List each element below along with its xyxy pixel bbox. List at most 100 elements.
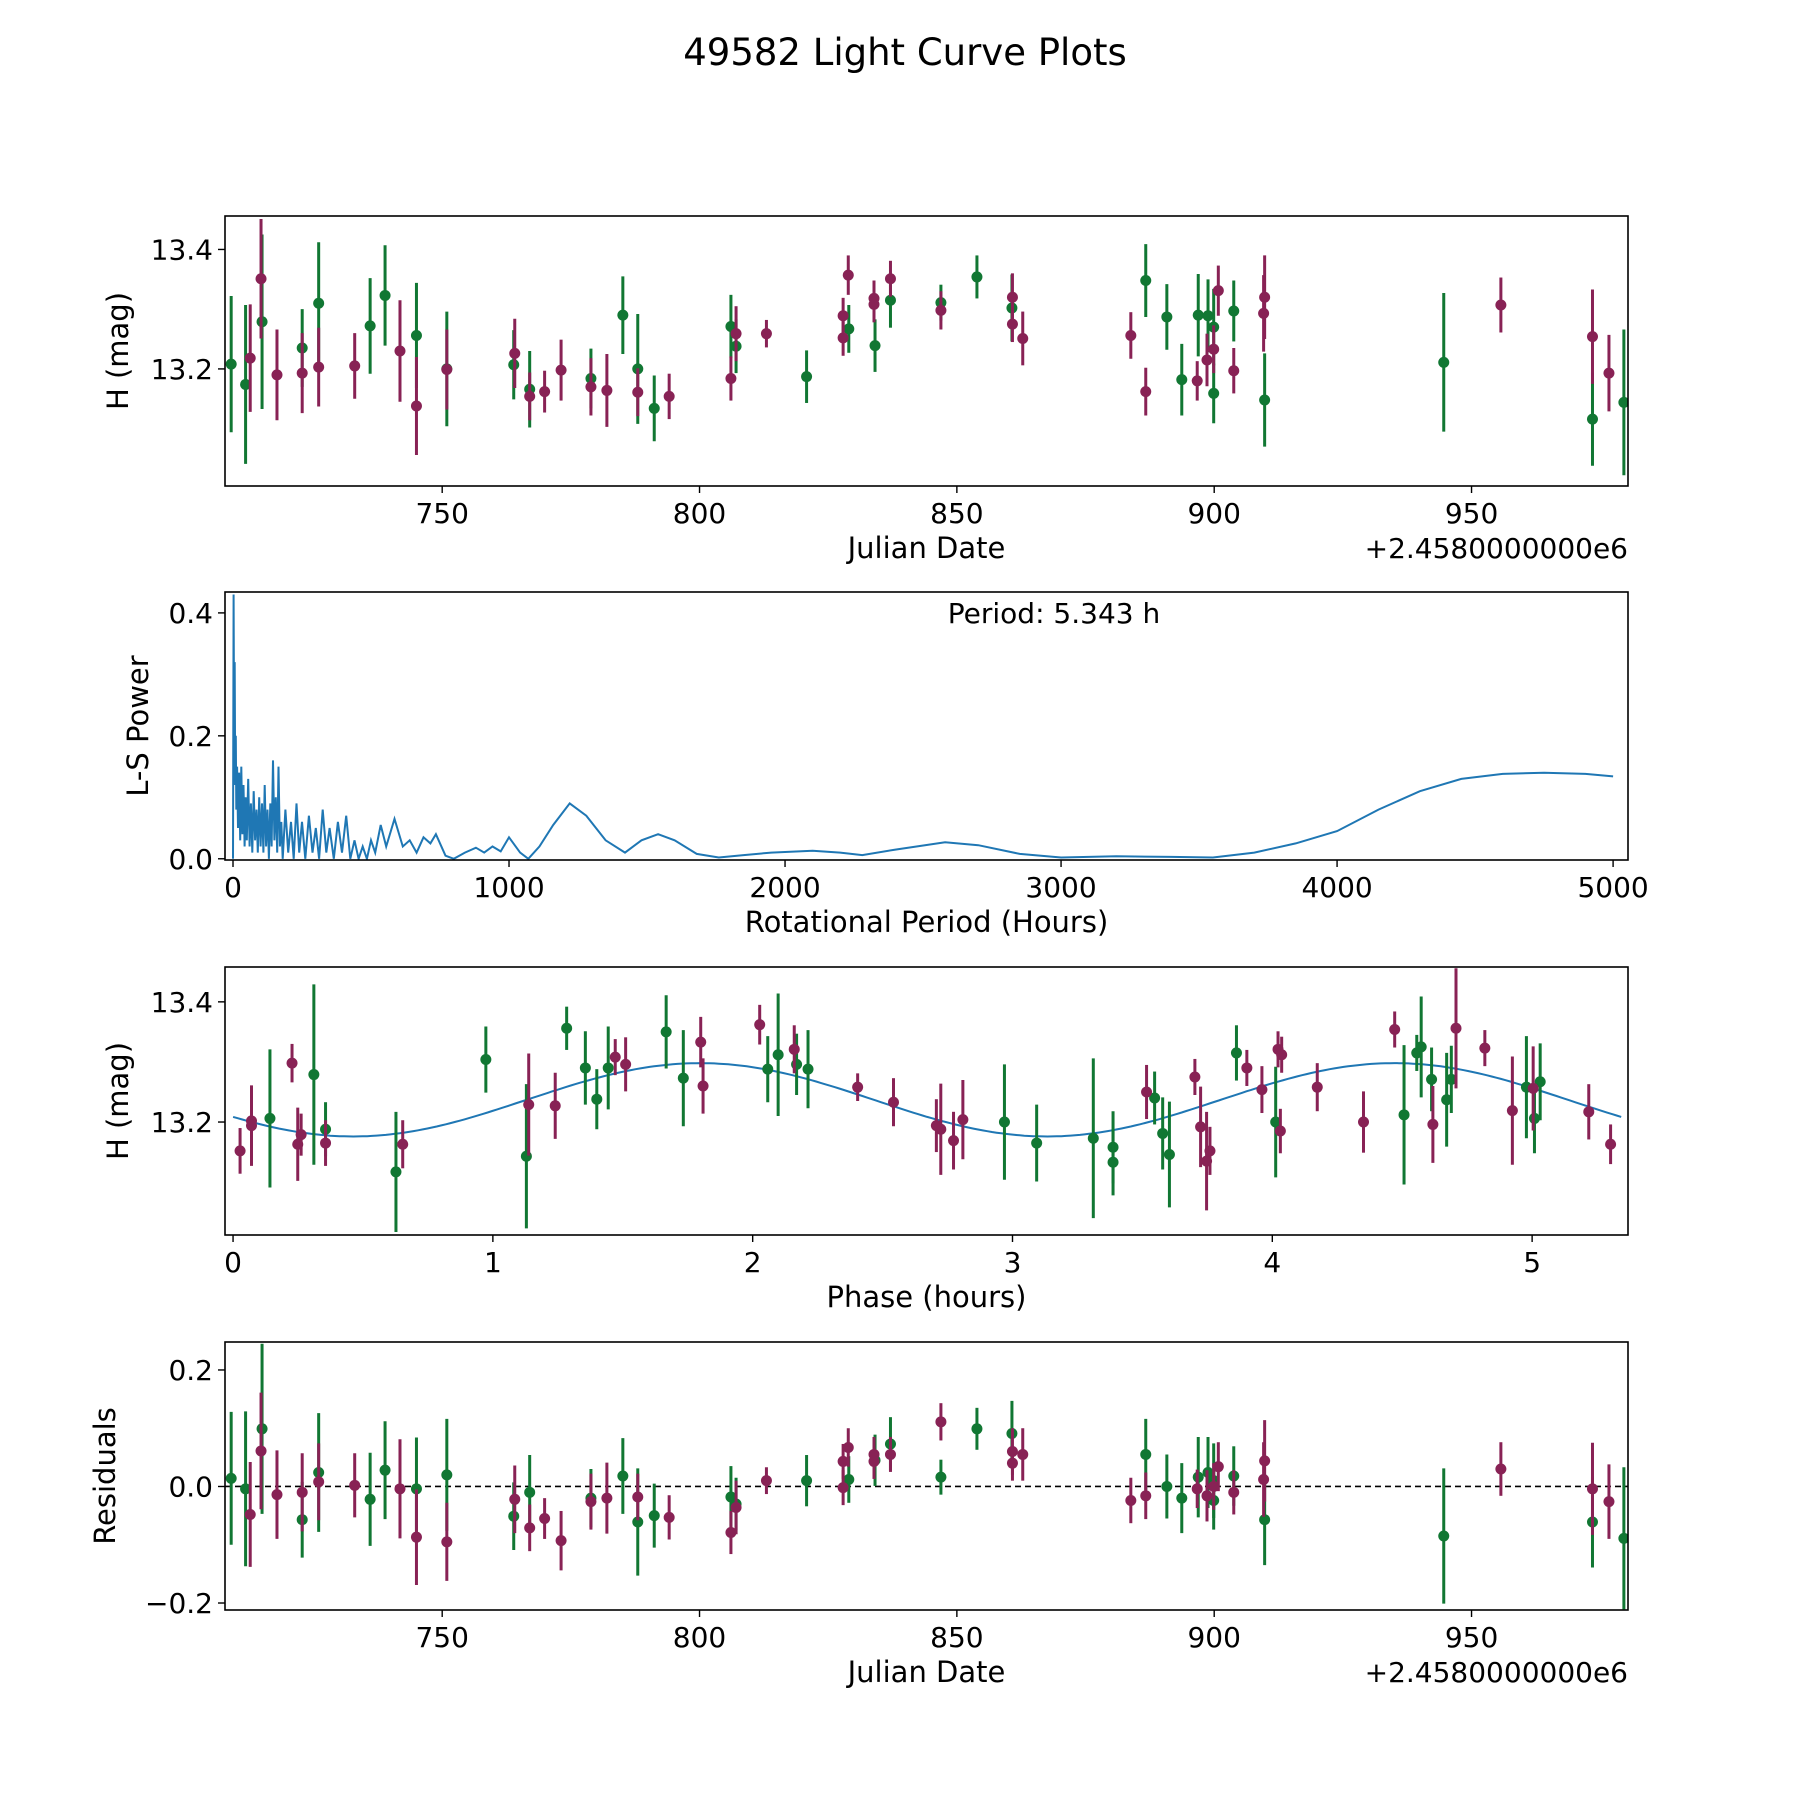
data-marker [255, 273, 267, 285]
magenta-data-point [868, 1443, 880, 1479]
data-marker [971, 271, 983, 283]
data-marker [509, 1493, 521, 1505]
y-tick-label: 13.2 [151, 353, 213, 386]
data-marker [837, 310, 849, 322]
data-marker [549, 1100, 561, 1112]
magenta-data-point [760, 319, 772, 348]
magenta-data-point [555, 1510, 567, 1571]
data-marker [225, 1472, 237, 1484]
figure-title: 49582 Light Curve Plots [683, 31, 1127, 74]
magenta-data-point [1228, 1470, 1240, 1515]
data-marker [524, 1486, 536, 1498]
data-marker [754, 1019, 766, 1031]
green-data-point [1031, 1104, 1043, 1182]
data-marker [884, 273, 896, 285]
green-data-point [1230, 1025, 1242, 1081]
green-data-point [1259, 353, 1271, 447]
data-marker [801, 1475, 813, 1487]
magenta-data-point [1191, 1469, 1203, 1509]
green-data-point [579, 1031, 591, 1105]
data-marker [1017, 332, 1029, 344]
magenta-data-point [837, 319, 849, 356]
x-tick-label: 0 [224, 1246, 242, 1279]
data-marker [561, 1022, 573, 1034]
data-marker [1201, 1490, 1213, 1502]
green-data-point [1161, 1454, 1173, 1519]
magenta-data-point [1201, 333, 1213, 387]
data-marker [1141, 1086, 1153, 1098]
green-data-point [1208, 363, 1220, 424]
data-marker [234, 1145, 246, 1157]
magenta-data-point [555, 339, 567, 401]
data-marker [539, 386, 551, 398]
magenta-data-point [1204, 1126, 1216, 1175]
magenta-data-point [601, 1462, 613, 1534]
magenta-data-point [1189, 1058, 1201, 1095]
data-marker [1161, 311, 1173, 323]
green-data-point [1228, 280, 1240, 342]
magenta-data-point [788, 1025, 800, 1074]
magenta-data-point [632, 368, 644, 417]
magenta-data-point [1527, 1046, 1539, 1131]
magenta-data-point [888, 1078, 900, 1127]
magenta-data-point [1125, 1477, 1137, 1524]
magenta-data-point [663, 373, 675, 420]
data-marker [1201, 354, 1213, 366]
y-tick-label: 13.4 [151, 233, 213, 266]
magenta-data-point [695, 1016, 707, 1068]
y-tick-label: 0.0 [168, 1470, 213, 1503]
data-marker [524, 1522, 536, 1534]
magenta-data-point [1191, 361, 1203, 401]
data-marker [364, 320, 376, 332]
magenta-data-point [730, 1480, 742, 1535]
green-data-point [1586, 372, 1598, 466]
y-tick-label: 13.4 [151, 986, 213, 1019]
magenta-data-point [349, 333, 361, 399]
magenta-data-point [935, 291, 947, 330]
green-data-point [935, 1459, 947, 1495]
magenta-data-point [295, 1113, 307, 1156]
magenta-data-point [1274, 1108, 1286, 1154]
magenta-data-point [1006, 1445, 1018, 1481]
green-data-point [1270, 1066, 1282, 1178]
data-marker [264, 1112, 276, 1124]
data-marker [791, 1058, 803, 1070]
green-data-point [998, 1064, 1010, 1180]
magenta-data-point [935, 1083, 947, 1175]
data-marker [1256, 1084, 1268, 1096]
data-marker [295, 1129, 307, 1141]
data-marker [1212, 285, 1224, 297]
magenta-data-point [313, 327, 325, 407]
data-marker [852, 1081, 864, 1093]
data-marker [1276, 1049, 1288, 1061]
data-marker [632, 1491, 644, 1503]
data-marker [1208, 343, 1220, 355]
data-marker [602, 1062, 614, 1074]
magenta-data-point [842, 1428, 854, 1467]
magenta-data-point [1195, 1086, 1207, 1168]
data-marker [663, 390, 675, 402]
data-marker [1140, 1490, 1152, 1502]
data-marker [837, 332, 849, 344]
x-tick-label: 2000 [749, 871, 820, 904]
magenta-data-point [1276, 1036, 1288, 1073]
x-tick-label: 0 [224, 871, 242, 904]
data-marker [1274, 1125, 1286, 1137]
magenta-data-point [725, 356, 737, 401]
green-data-point [240, 1411, 252, 1567]
data-marker [677, 1072, 689, 1084]
green-data-point [591, 1069, 603, 1130]
data-marker [585, 381, 597, 393]
data-marker [555, 1535, 567, 1547]
magenta-data-point [837, 1470, 849, 1506]
green-data-point [801, 1455, 813, 1507]
green-data-point [802, 1030, 814, 1109]
data-marker [648, 1510, 660, 1522]
green-data-point [1087, 1058, 1099, 1219]
data-marker [1603, 367, 1615, 379]
magenta-data-point [1017, 311, 1029, 366]
data-marker [1441, 1094, 1453, 1106]
magenta-data-point [410, 356, 422, 455]
magenta-data-point [868, 286, 880, 323]
